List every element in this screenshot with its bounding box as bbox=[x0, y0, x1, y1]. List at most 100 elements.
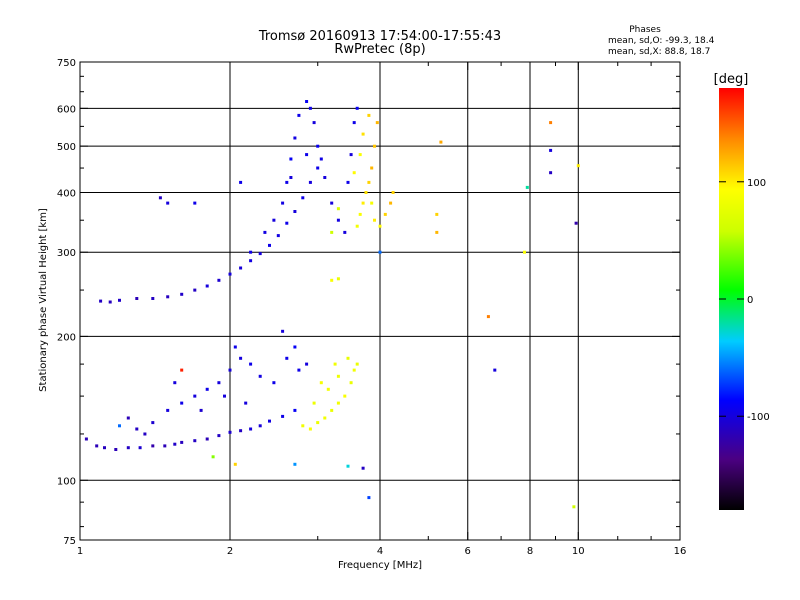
y-tick-label: 500 bbox=[57, 142, 76, 153]
data-point bbox=[336, 207, 340, 211]
data-point bbox=[346, 180, 350, 184]
data-point bbox=[285, 356, 289, 360]
data-point bbox=[370, 166, 374, 170]
y-tick-label: 300 bbox=[57, 248, 76, 259]
data-point bbox=[305, 100, 309, 103]
data-point bbox=[233, 345, 237, 349]
data-point bbox=[319, 157, 323, 161]
data-point bbox=[375, 121, 379, 125]
data-point bbox=[281, 201, 285, 205]
stats-x-mode: mean, sd,X: 88.8, 18.7 bbox=[608, 47, 710, 57]
data-point bbox=[301, 424, 305, 428]
data-point bbox=[217, 381, 221, 385]
data-point bbox=[118, 298, 121, 302]
x-tick-label: 8 bbox=[527, 546, 533, 557]
data-point bbox=[323, 176, 327, 179]
data-points bbox=[84, 100, 580, 509]
colorbar-tick-label: 0 bbox=[747, 295, 753, 306]
data-point bbox=[389, 201, 393, 205]
data-point bbox=[343, 394, 347, 398]
data-point bbox=[330, 230, 334, 234]
data-point bbox=[180, 440, 184, 444]
data-point bbox=[330, 278, 334, 282]
data-point bbox=[378, 224, 382, 228]
data-point bbox=[336, 218, 340, 222]
data-point bbox=[193, 288, 197, 292]
data-point bbox=[358, 153, 362, 157]
data-point bbox=[114, 448, 118, 451]
data-point bbox=[316, 144, 320, 148]
stats-heading: Phases bbox=[629, 25, 661, 35]
data-point bbox=[272, 381, 276, 385]
data-point bbox=[336, 277, 340, 281]
colorbar-label: [deg] bbox=[714, 72, 749, 87]
x-tick-label: 1 bbox=[77, 546, 83, 557]
data-point bbox=[367, 113, 371, 117]
data-point bbox=[249, 427, 253, 431]
data-point bbox=[217, 278, 221, 282]
data-point bbox=[355, 106, 359, 110]
chart-subtitle: RwPretec (8p) bbox=[334, 42, 425, 57]
data-point bbox=[108, 300, 112, 304]
data-point bbox=[383, 212, 387, 216]
data-point bbox=[228, 430, 232, 434]
y-axis-ticks: 75 100 200 300 400 500 600 750 bbox=[57, 58, 680, 547]
data-point bbox=[493, 368, 497, 372]
data-point bbox=[95, 444, 99, 448]
data-point bbox=[244, 401, 248, 405]
data-point bbox=[361, 132, 365, 136]
data-point bbox=[312, 401, 316, 405]
colorbar-ticks: 100 0 -100 bbox=[719, 178, 770, 423]
data-point bbox=[223, 394, 226, 398]
data-point bbox=[239, 356, 243, 360]
chart-title: Tromsø 20160913 17:54:00-17:55:43 bbox=[258, 29, 501, 44]
y-tick-label: 750 bbox=[57, 58, 76, 69]
data-point bbox=[293, 136, 297, 140]
data-point bbox=[364, 191, 368, 194]
data-point bbox=[346, 464, 350, 468]
data-point bbox=[166, 408, 170, 412]
data-point bbox=[205, 387, 209, 391]
data-point bbox=[352, 121, 356, 125]
x-axis-label: Frequency [MHz] bbox=[338, 560, 422, 571]
data-point bbox=[574, 221, 578, 225]
data-point bbox=[289, 176, 293, 179]
stats-o-mode: mean, sd,O: -99.3, 18.4 bbox=[608, 36, 715, 46]
data-point bbox=[349, 381, 353, 385]
data-point bbox=[239, 180, 243, 184]
data-point bbox=[99, 299, 103, 303]
data-point bbox=[343, 230, 347, 234]
x-tick-label: 4 bbox=[377, 546, 383, 557]
data-point bbox=[285, 221, 289, 225]
data-point bbox=[439, 140, 443, 144]
data-point bbox=[293, 462, 297, 466]
colorbar-tick-label: 100 bbox=[747, 178, 766, 189]
data-point bbox=[239, 429, 243, 433]
data-point bbox=[316, 421, 320, 425]
data-point bbox=[258, 374, 262, 378]
colorbar-tick-label: -100 bbox=[747, 412, 770, 423]
data-point bbox=[205, 437, 209, 441]
data-point bbox=[281, 414, 285, 418]
data-point bbox=[326, 387, 330, 391]
grid-lines bbox=[80, 62, 680, 540]
data-point bbox=[151, 444, 155, 448]
data-point bbox=[367, 496, 371, 500]
data-point bbox=[180, 401, 184, 405]
data-point bbox=[173, 442, 177, 446]
data-point bbox=[349, 153, 353, 157]
data-point bbox=[173, 381, 177, 385]
data-point bbox=[166, 295, 170, 299]
data-point bbox=[370, 201, 374, 205]
data-point bbox=[289, 157, 293, 161]
data-point bbox=[333, 362, 337, 366]
data-point bbox=[276, 234, 280, 238]
data-point bbox=[549, 148, 553, 152]
data-point bbox=[297, 113, 301, 117]
data-point bbox=[308, 427, 312, 431]
data-point bbox=[361, 201, 365, 205]
data-point bbox=[435, 212, 439, 216]
data-point bbox=[305, 153, 309, 157]
y-tick-label: 200 bbox=[57, 332, 76, 343]
data-point bbox=[305, 362, 309, 366]
